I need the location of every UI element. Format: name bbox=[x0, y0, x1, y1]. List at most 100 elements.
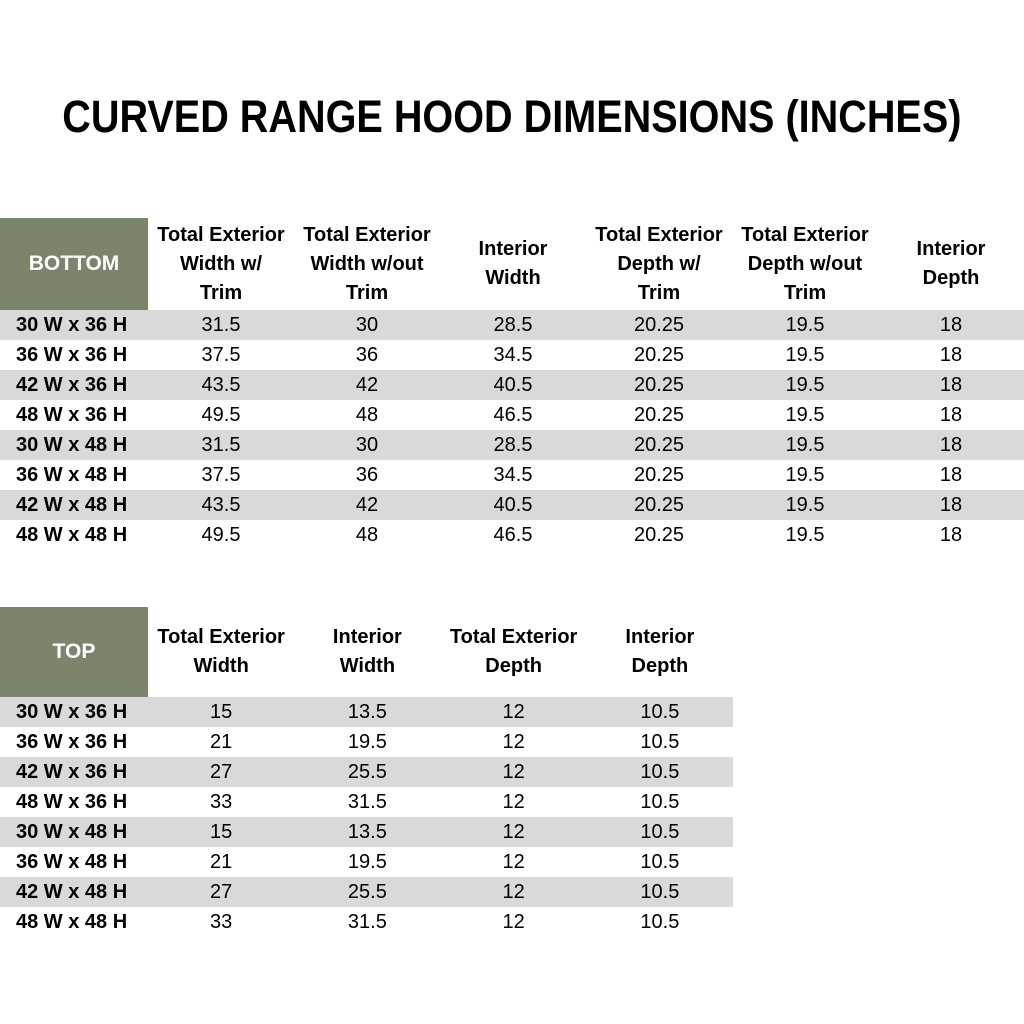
row-label-size: 48 W x 36 H bbox=[16, 790, 128, 813]
dimension-value: 19.5 bbox=[347, 730, 387, 753]
row-label-size: 42 W x 36 H bbox=[16, 373, 128, 396]
column-header: Total Exterior Width bbox=[148, 607, 295, 697]
dimension-value: 43.5 bbox=[201, 493, 241, 516]
dimension-value: 12 bbox=[502, 700, 525, 723]
dimension-value: 25.5 bbox=[347, 880, 387, 903]
table-row: 36 W x 48 H 37.5 36 34.5 20.25 19.5 18 bbox=[0, 460, 1024, 490]
top-dimensions-table: TOP Total Exterior Width Interior Width To… bbox=[0, 607, 733, 937]
column-header: Interior Depth bbox=[586, 607, 733, 697]
column-header: Total Exterior Width w/ Trim bbox=[148, 218, 294, 310]
table-row: 48 W x 36 H 49.5 48 46.5 20.25 19.5 18 bbox=[0, 400, 1024, 430]
dimension-value: 48 bbox=[355, 523, 379, 546]
row-label-size: 48 W x 48 H bbox=[16, 910, 128, 933]
dimension-value: 33 bbox=[210, 910, 233, 933]
table-row: 42 W x 36 H 27 25.5 12 10.5 bbox=[0, 757, 733, 787]
page-title: CURVED RANGE HOOD DIMENSIONS (INCHES) bbox=[0, 93, 1024, 141]
dimension-value: 20.25 bbox=[633, 523, 685, 546]
dimension-value: 36 bbox=[355, 463, 379, 486]
bottom-dimensions-table: BOTTOM Total Exterior Width w/ Trim Total… bbox=[0, 218, 1024, 550]
dimension-value: 10.5 bbox=[640, 820, 680, 843]
dimension-value: 20.25 bbox=[633, 373, 685, 396]
table-row: 36 W x 36 H 37.5 36 34.5 20.25 19.5 18 bbox=[0, 340, 1024, 370]
dimension-value: 37.5 bbox=[201, 463, 241, 486]
dimension-value: 19.5 bbox=[785, 433, 825, 456]
row-label-size: 48 W x 36 H bbox=[16, 403, 128, 426]
dimension-value: 10.5 bbox=[640, 760, 680, 783]
dimension-value: 12 bbox=[502, 730, 525, 753]
table-row: 30 W x 36 H 31.5 30 28.5 20.25 19.5 18 bbox=[0, 310, 1024, 340]
dimension-value: 13.5 bbox=[347, 700, 387, 723]
dimension-value: 19.5 bbox=[347, 850, 387, 873]
dimension-value: 21 bbox=[210, 730, 233, 753]
dimension-value: 10.5 bbox=[640, 790, 680, 813]
dimension-value: 42 bbox=[355, 493, 379, 516]
table-row: 42 W x 48 H 43.5 42 40.5 20.25 19.5 18 bbox=[0, 490, 1024, 520]
top-table-header-row: TOP Total Exterior Width Interior Width To… bbox=[0, 607, 733, 697]
dimension-value: 30 bbox=[355, 313, 379, 336]
dimension-value: 19.5 bbox=[785, 493, 825, 516]
dimension-value: 46.5 bbox=[493, 403, 533, 426]
table-row: 36 W x 48 H 21 19.5 12 10.5 bbox=[0, 847, 733, 877]
dimension-value: 18 bbox=[939, 463, 963, 486]
dimension-value: 49.5 bbox=[201, 403, 241, 426]
page-title-text: CURVED RANGE HOOD DIMENSIONS (INCHES) bbox=[62, 91, 962, 142]
dimension-value: 19.5 bbox=[785, 373, 825, 396]
row-label-size: 36 W x 36 H bbox=[16, 343, 128, 366]
dimension-value: 18 bbox=[939, 493, 963, 516]
dimension-value: 34.5 bbox=[493, 463, 533, 486]
row-label-size: 30 W x 36 H bbox=[16, 313, 128, 336]
column-header: Total Exterior Depth w/ Trim bbox=[586, 218, 732, 310]
dimension-value: 21 bbox=[210, 850, 233, 873]
dimension-value: 20.25 bbox=[633, 463, 685, 486]
dimension-value: 37.5 bbox=[201, 343, 241, 366]
dimension-value: 10.5 bbox=[640, 730, 680, 753]
dimension-value: 15 bbox=[210, 700, 233, 723]
dimension-value: 10.5 bbox=[640, 850, 680, 873]
dimension-value: 27 bbox=[210, 760, 233, 783]
dimension-value: 40.5 bbox=[493, 373, 533, 396]
dimension-value: 20.25 bbox=[633, 493, 685, 516]
table-row: 36 W x 36 H 21 19.5 12 10.5 bbox=[0, 727, 733, 757]
dimension-value: 12 bbox=[502, 880, 525, 903]
column-header: Interior Depth bbox=[878, 218, 1024, 310]
bottom-corner-label: BOTTOM bbox=[0, 218, 148, 310]
row-label-size: 36 W x 48 H bbox=[16, 850, 128, 873]
dimension-value: 33 bbox=[210, 790, 233, 813]
dimension-value: 31.5 bbox=[347, 790, 387, 813]
dimension-value: 20.25 bbox=[633, 343, 685, 366]
table-row: 48 W x 48 H 33 31.5 12 10.5 bbox=[0, 907, 733, 937]
dimension-value: 42 bbox=[355, 373, 379, 396]
dimension-value: 19.5 bbox=[785, 463, 825, 486]
column-header: Total Exterior Depth w/out Trim bbox=[732, 218, 878, 310]
column-header: Total Exterior Width w/out Trim bbox=[294, 218, 440, 310]
table-row: 30 W x 36 H 15 13.5 12 10.5 bbox=[0, 697, 733, 727]
dimension-value: 12 bbox=[502, 790, 525, 813]
dimension-value: 30 bbox=[355, 433, 379, 456]
dimension-value: 31.5 bbox=[347, 910, 387, 933]
dimension-value: 20.25 bbox=[633, 403, 685, 426]
dimension-value: 13.5 bbox=[347, 820, 387, 843]
dimension-value: 34.5 bbox=[493, 343, 533, 366]
dimension-value: 40.5 bbox=[493, 493, 533, 516]
row-label-size: 42 W x 48 H bbox=[16, 880, 128, 903]
dimension-value: 10.5 bbox=[640, 700, 680, 723]
dimension-value: 18 bbox=[939, 433, 963, 456]
dimension-value: 20.25 bbox=[633, 433, 685, 456]
table-row: 30 W x 48 H 15 13.5 12 10.5 bbox=[0, 817, 733, 847]
bottom-table-header-row: BOTTOM Total Exterior Width w/ Trim Total… bbox=[0, 218, 1024, 310]
table-row: 30 W x 48 H 31.5 30 28.5 20.25 19.5 18 bbox=[0, 430, 1024, 460]
dimension-value: 46.5 bbox=[493, 523, 533, 546]
dimension-value: 18 bbox=[939, 523, 963, 546]
dimension-value: 12 bbox=[502, 760, 525, 783]
table-row: 48 W x 36 H 33 31.5 12 10.5 bbox=[0, 787, 733, 817]
dimension-value: 19.5 bbox=[785, 313, 825, 336]
dimension-value: 36 bbox=[355, 343, 379, 366]
dimension-value: 12 bbox=[502, 850, 525, 873]
table-row: 48 W x 48 H 49.5 48 46.5 20.25 19.5 18 bbox=[0, 520, 1024, 550]
column-header: Interior Width bbox=[294, 607, 441, 697]
row-label-size: 30 W x 48 H bbox=[16, 433, 128, 456]
dimension-value: 28.5 bbox=[493, 433, 533, 456]
row-label-size: 42 W x 36 H bbox=[16, 760, 128, 783]
dimension-value: 10.5 bbox=[640, 880, 680, 903]
dimension-value: 18 bbox=[939, 403, 963, 426]
